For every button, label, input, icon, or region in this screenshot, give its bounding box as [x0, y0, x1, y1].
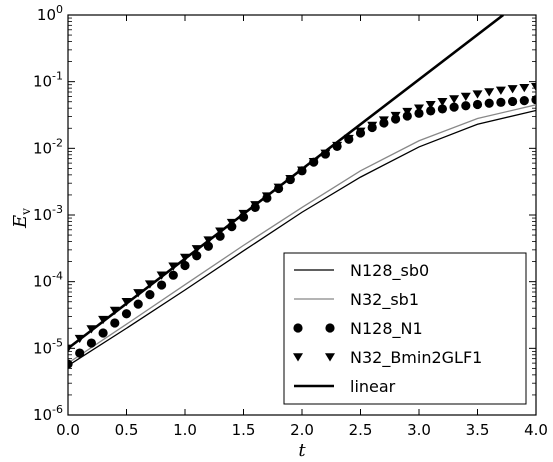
y-tick-base: 10 [33, 339, 52, 357]
x-tick-label: 0.5 [115, 421, 139, 439]
x-tick-label: 2.0 [290, 421, 314, 439]
data-point [449, 102, 459, 112]
y-tick-base: 10 [33, 273, 52, 291]
legend-marker [293, 323, 303, 333]
y-tick-exp: -1 [52, 70, 63, 83]
series-line-linear [68, 15, 505, 350]
series-line-N32_sb1 [68, 104, 536, 364]
data-point [496, 97, 506, 107]
y-axis-title-sub: v [19, 208, 33, 216]
data-point [157, 280, 167, 290]
y-tick-base: 10 [33, 406, 52, 424]
data-point [484, 88, 495, 97]
data-point [484, 98, 494, 108]
data-point [460, 92, 471, 101]
tick-layer: 0.0 0.5 1.0 1.5 2.0 2.5 3.0 3.5 4.010-610-510-41… [33, 3, 548, 439]
legend-label: N32_sb1 [350, 290, 419, 310]
y-tick-exp: -2 [52, 136, 63, 149]
y-tick-label: 10-3 [33, 203, 63, 224]
data-point [192, 251, 202, 261]
y-tick-exp: -5 [52, 336, 63, 349]
legend-marker [325, 323, 335, 333]
data-point [414, 108, 424, 118]
y-axis-title: Ev [10, 208, 33, 229]
data-point [472, 90, 483, 99]
y-tick-label: 10-1 [33, 70, 63, 91]
legend-label: N128_N1 [350, 319, 423, 339]
data-point [121, 309, 132, 319]
legend-item-N128_sb0: N128_sb0 [294, 261, 429, 281]
legend: N128_sb0 N32_sb1 N128_N1 N32_Bmin2GLF1linea… [283, 252, 527, 405]
data-point [519, 95, 529, 106]
data-point [519, 84, 530, 93]
data-point [507, 85, 518, 94]
y-tick-label: 10-4 [33, 270, 63, 291]
y-tick-base: 10 [33, 73, 52, 91]
data-point [168, 270, 178, 280]
data-point [109, 306, 120, 315]
x-tick-label: 1.0 [173, 421, 197, 439]
x-tick-label: 3.5 [466, 421, 490, 439]
series-N32_sb1 [68, 104, 536, 364]
data-point [507, 96, 518, 107]
data-point [378, 116, 389, 125]
legend-label: N128_sb0 [350, 261, 429, 281]
data-point [98, 328, 108, 338]
y-tick-label: 100 [37, 3, 63, 24]
x-tick-label: 0.0 [56, 421, 80, 439]
series-line-N128_sb0 [68, 109, 536, 367]
legend-item-linear: linear [294, 377, 396, 396]
legend-marker [293, 353, 303, 362]
legend-box [283, 252, 527, 405]
data-point [472, 99, 483, 110]
data-point [180, 260, 190, 271]
data-point [133, 299, 143, 309]
x-tick-label: 2.5 [349, 421, 373, 439]
y-axis-title-main: E [10, 215, 31, 229]
y-tick-base: 10 [33, 139, 52, 157]
legend-item-N128_N1: N128_N1 [293, 319, 423, 339]
data-point [449, 95, 460, 104]
legend-marker [325, 353, 335, 362]
x-axis-title: t [298, 440, 306, 461]
data-point [426, 106, 436, 116]
data-point [68, 359, 73, 369]
data-point [343, 134, 354, 144]
y-tick-label: 10-6 [33, 403, 63, 424]
y-tick-base: 10 [37, 6, 56, 24]
data-point [110, 318, 120, 328]
series-linear [68, 15, 505, 350]
legend-label: N32_Bmin2GLF1 [350, 348, 482, 368]
y-tick-exp: 0 [56, 3, 63, 16]
series-N128_sb0 [68, 109, 536, 367]
y-tick-base: 10 [33, 206, 52, 224]
y-tick-exp: -6 [52, 403, 63, 416]
data-point [437, 104, 447, 114]
legend-label: linear [350, 377, 396, 396]
data-point [390, 111, 401, 121]
legend-item-N32_Bmin2GLF1: N32_Bmin2GLF1 [293, 348, 482, 368]
y-tick-exp: -4 [52, 270, 63, 283]
x-tick-label: 1.5 [232, 421, 256, 439]
data-point [367, 121, 378, 131]
y-tick-label: 10-5 [33, 336, 63, 357]
data-point [495, 86, 506, 95]
y-tick-label: 10-2 [33, 136, 63, 157]
x-tick-label: 4.0 [524, 421, 548, 439]
y-tick-exp: -3 [52, 203, 63, 216]
data-point [402, 107, 413, 117]
legend-item-N32_sb1: N32_sb1 [294, 290, 419, 310]
data-point [355, 127, 366, 136]
data-point [86, 338, 96, 348]
data-point [75, 348, 85, 358]
data-point [308, 157, 319, 167]
data-point [414, 104, 424, 113]
x-tick-label: 3.0 [407, 421, 431, 439]
data-point [145, 289, 155, 300]
data-point [461, 101, 471, 111]
data-point [437, 97, 448, 107]
data-point [425, 101, 436, 110]
